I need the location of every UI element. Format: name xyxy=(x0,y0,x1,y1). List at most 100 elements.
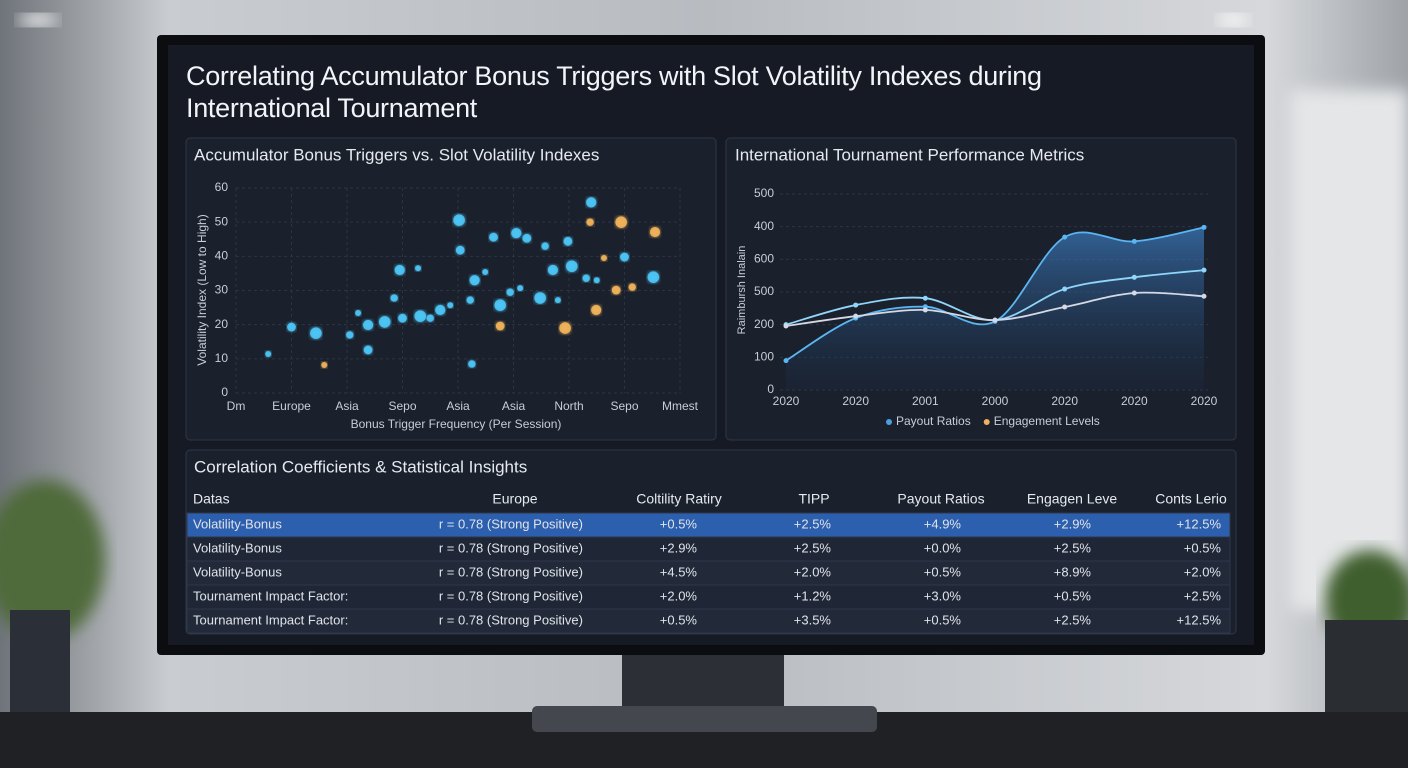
line-point xyxy=(1062,304,1068,310)
scatter-point xyxy=(547,264,559,276)
table-cell: +2.9% xyxy=(1054,516,1092,531)
table-cell: r = 0.78 (Strong Positive) xyxy=(439,564,583,579)
dashboard: Accumulator Bonus Triggers vs. Slot Vola… xyxy=(186,145,1231,634)
table-cell: +2.0% xyxy=(1184,564,1222,579)
area-fill xyxy=(786,227,1204,390)
x-tick-label: 2000 xyxy=(982,394,1009,408)
ceiling-light xyxy=(18,14,58,26)
scatter-point xyxy=(534,292,546,304)
plant-pot xyxy=(1325,620,1408,730)
table-row xyxy=(186,584,1231,610)
scatter-point xyxy=(611,285,621,295)
chart-title: International Tournament Performance Met… xyxy=(735,145,1084,164)
x-tick-label: Sepo xyxy=(610,399,638,413)
monitor-neck xyxy=(622,652,784,710)
x-tick-label: Sepo xyxy=(388,399,416,413)
scatter-point xyxy=(447,302,454,309)
scatter-point xyxy=(600,255,607,262)
table-cell: +3.5% xyxy=(794,612,832,627)
table-cell: +2.0% xyxy=(794,564,832,579)
scatter-point xyxy=(466,296,474,304)
table-cell: +8.9% xyxy=(1054,564,1092,579)
scatter-point xyxy=(517,285,524,292)
table-cell: +2.5% xyxy=(794,516,832,531)
legend-marker xyxy=(886,419,892,425)
line-point xyxy=(853,313,859,319)
table-cell: r = 0.78 (Strong Positive) xyxy=(439,588,583,603)
scatter-point xyxy=(559,322,571,334)
line-point xyxy=(1131,238,1137,244)
table-cell: +0.5% xyxy=(1054,588,1092,603)
table-cell: +2.5% xyxy=(1054,540,1092,555)
table-cell: +2.5% xyxy=(1054,612,1092,627)
x-tick-label: 2020 xyxy=(842,394,869,408)
plant-pot xyxy=(10,610,70,720)
x-tick-label: Europe xyxy=(272,399,311,413)
y-tick-label: 600 xyxy=(754,252,774,266)
scatter-point xyxy=(378,316,391,328)
scatter-point xyxy=(489,232,498,242)
table-cell: +0.5% xyxy=(924,612,962,627)
x-tick-label: Asia xyxy=(335,399,359,413)
line-point xyxy=(1201,293,1207,299)
scatter-point xyxy=(586,218,594,226)
y-axis-label: Volatility Index (Low to High) xyxy=(195,214,209,365)
chart-title: Accumulator Bonus Triggers vs. Slot Vola… xyxy=(194,145,599,164)
table-header: Payout Ratios xyxy=(897,491,984,507)
scatter-point xyxy=(511,228,522,239)
scatter-point xyxy=(649,226,661,238)
table-row xyxy=(186,608,1231,634)
scatter-point xyxy=(565,260,578,273)
scatter-point xyxy=(541,242,549,250)
x-tick-label: 2001 xyxy=(912,394,939,408)
line-point xyxy=(783,323,789,329)
y-tick-label: 10 xyxy=(215,351,229,365)
scatter-point xyxy=(620,252,629,262)
y-tick-label: 400 xyxy=(754,219,774,233)
table-cell: r = 0.78 (Strong Positive) xyxy=(439,516,583,531)
x-tick-label: Mmest xyxy=(662,399,699,413)
table-cell: +0.5% xyxy=(660,612,698,627)
scatter-point xyxy=(453,214,465,226)
scatter-point xyxy=(554,297,561,304)
table-cell: Volatility-Bonus xyxy=(193,540,282,555)
y-tick-label: 200 xyxy=(754,317,774,331)
scatter-point xyxy=(469,275,480,286)
y-tick-label: 20 xyxy=(215,317,229,331)
legend-marker xyxy=(983,419,990,425)
table-cell: +12.5% xyxy=(1177,612,1222,627)
table-cell: +4.9% xyxy=(924,516,962,531)
line-point xyxy=(1062,286,1068,292)
table-header: Datas xyxy=(193,491,230,507)
table-cell: +2.0% xyxy=(660,588,698,603)
table-cell: Volatility-Bonus xyxy=(193,516,282,531)
line-point xyxy=(1201,267,1207,273)
scatter-point xyxy=(415,265,422,272)
line-point xyxy=(992,317,998,323)
scatter-point xyxy=(265,351,272,358)
scatter-point xyxy=(586,197,597,208)
scatter-point xyxy=(321,361,328,368)
scatter-point xyxy=(355,310,362,317)
scatter-point xyxy=(390,294,398,302)
scatter-point xyxy=(506,288,514,296)
table-row xyxy=(186,536,1231,562)
scatter-point xyxy=(435,304,446,316)
y-tick-label: 100 xyxy=(754,350,774,364)
line-point xyxy=(853,302,859,308)
scatter-point xyxy=(398,313,407,323)
scatter-point xyxy=(455,245,465,255)
y-axis-label: Raimbursh Inalain xyxy=(736,246,748,335)
y-tick-label: 0 xyxy=(767,382,774,396)
scatter-point xyxy=(394,264,405,276)
panel xyxy=(185,137,717,441)
table-cell: Volatility-Bonus xyxy=(193,564,282,579)
line-point xyxy=(1201,224,1207,230)
table-cell: +2.5% xyxy=(1184,588,1222,603)
y-tick-label: 500 xyxy=(754,284,774,298)
y-tick-label: 60 xyxy=(215,180,229,194)
y-tick-label: 500 xyxy=(754,186,774,200)
y-tick-label: 30 xyxy=(215,283,229,297)
